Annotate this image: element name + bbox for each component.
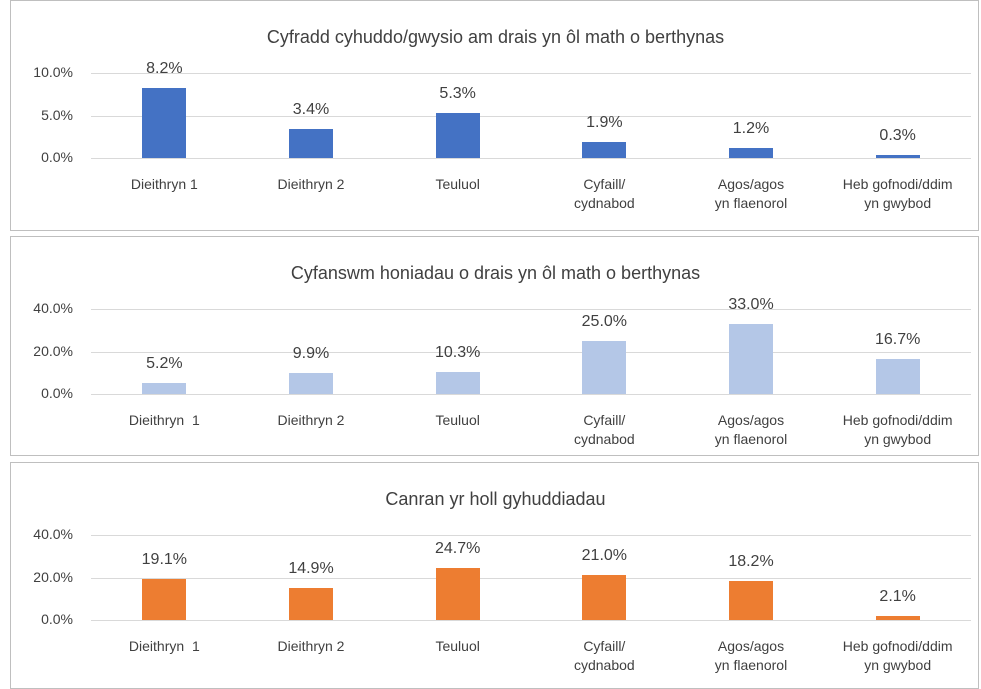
- y-tick-label: 20.0%: [33, 342, 73, 359]
- value-label: 14.9%: [288, 560, 334, 578]
- bar: [729, 147, 773, 158]
- x-tick-label: Teuluol: [435, 412, 480, 428]
- x-tick-label: Dieithryn 1: [128, 412, 200, 428]
- x-tick-label: Dieithryn 1: [130, 176, 198, 192]
- grid-line: [91, 351, 971, 353]
- bar: [435, 372, 480, 394]
- x-tick-label: Dieithryn 2: [277, 638, 345, 654]
- y-tick-label: 10.0%: [33, 64, 73, 80]
- value-label: 1.9%: [586, 113, 623, 131]
- bar: [435, 567, 480, 620]
- chart-panel: Cyfanswm honiadau o drais yn ôl math o b…: [10, 236, 979, 456]
- value-label: 25.0%: [581, 312, 628, 330]
- grid-line: [91, 309, 971, 310]
- bar: [435, 112, 480, 158]
- value-label: 2.1%: [879, 587, 916, 605]
- x-tick-label: Heb gofnodi/ddim yn gwybod: [842, 638, 953, 673]
- x-tick-label: Agos/agos yn flaenorol: [714, 412, 788, 447]
- chart-panel: Canran yr holl gyhuddiadau 0.0% 20.0% 40.0%…: [10, 462, 979, 689]
- grid-line: [91, 394, 971, 395]
- x-tick-label: Dieithryn 2: [277, 412, 345, 428]
- x-tick-label: Dieithryn 1: [128, 638, 200, 654]
- bar: [582, 575, 627, 620]
- value-label: 3.4%: [292, 101, 330, 119]
- value-label: 0.3%: [879, 127, 916, 145]
- x-tick-label: Cyfaill/ cydnabod: [573, 176, 635, 211]
- value-label: 33.0%: [728, 295, 774, 313]
- value-label: 18.2%: [728, 553, 774, 571]
- x-tick-label: Dieithryn 2: [277, 176, 345, 192]
- x-tick-label: Heb gofnodi/ddim yn gwybod: [842, 412, 953, 447]
- value-label: 19.1%: [141, 551, 188, 569]
- grid-line: [91, 158, 971, 159]
- bar: [875, 615, 920, 620]
- x-tick-label: Teuluol: [435, 176, 480, 192]
- y-tick-label: 40.0%: [33, 526, 73, 542]
- value-label: 1.2%: [732, 119, 770, 137]
- grid-line: [91, 620, 971, 621]
- x-tick-label: Heb gofnodi/ddim yn gwybod: [842, 176, 953, 211]
- y-tick-label: 0.0%: [41, 385, 73, 401]
- grid-line: [91, 115, 971, 117]
- value-label: 24.7%: [434, 539, 481, 557]
- bar: [582, 340, 627, 394]
- value-label: 5.2%: [146, 354, 183, 372]
- value-label: 8.2%: [146, 60, 183, 78]
- value-label: 10.3%: [434, 344, 481, 362]
- chart-title: Cyfradd cyhuddo/gwysio am drais yn ôl ma…: [266, 27, 725, 47]
- bar: [289, 129, 333, 158]
- chart-title: Canran yr holl gyhuddiadau: [385, 489, 606, 509]
- x-tick-label: Cyfaill/ cydnabod: [573, 638, 635, 673]
- bar: [289, 588, 333, 620]
- x-tick-label: Agos/agos yn flaenorol: [714, 638, 788, 673]
- grid-line: [91, 577, 971, 579]
- bar: [729, 581, 773, 620]
- bar: [582, 141, 627, 158]
- y-tick-label: 0.0%: [41, 611, 73, 627]
- y-tick-label: 20.0%: [33, 568, 73, 585]
- bar: [875, 155, 920, 158]
- value-label: 16.7%: [874, 330, 921, 348]
- value-label: 9.9%: [292, 344, 330, 362]
- y-tick-label: 0.0%: [41, 149, 73, 165]
- bar: [142, 88, 187, 158]
- bar: [289, 372, 333, 394]
- y-tick-label: 40.0%: [33, 300, 73, 316]
- x-tick-label: Agos/agos yn flaenorol: [714, 176, 788, 211]
- value-label: 5.3%: [439, 84, 476, 102]
- value-label: 21.0%: [581, 547, 628, 565]
- y-tick-label: 5.0%: [41, 106, 73, 123]
- bar: [729, 323, 773, 394]
- grid-line: [91, 535, 971, 536]
- bar: [142, 579, 187, 620]
- chart-title: Cyfanswm honiadau o drais yn ôl math o b…: [290, 263, 701, 283]
- grid-line: [91, 73, 971, 74]
- x-tick-label: Teuluol: [435, 638, 480, 654]
- chart-panel: Cyfradd cyhuddo/gwysio am drais yn ôl ma…: [10, 0, 979, 231]
- bar: [142, 382, 187, 394]
- x-tick-label: Cyfaill/ cydnabod: [573, 412, 635, 447]
- bar: [875, 358, 920, 394]
